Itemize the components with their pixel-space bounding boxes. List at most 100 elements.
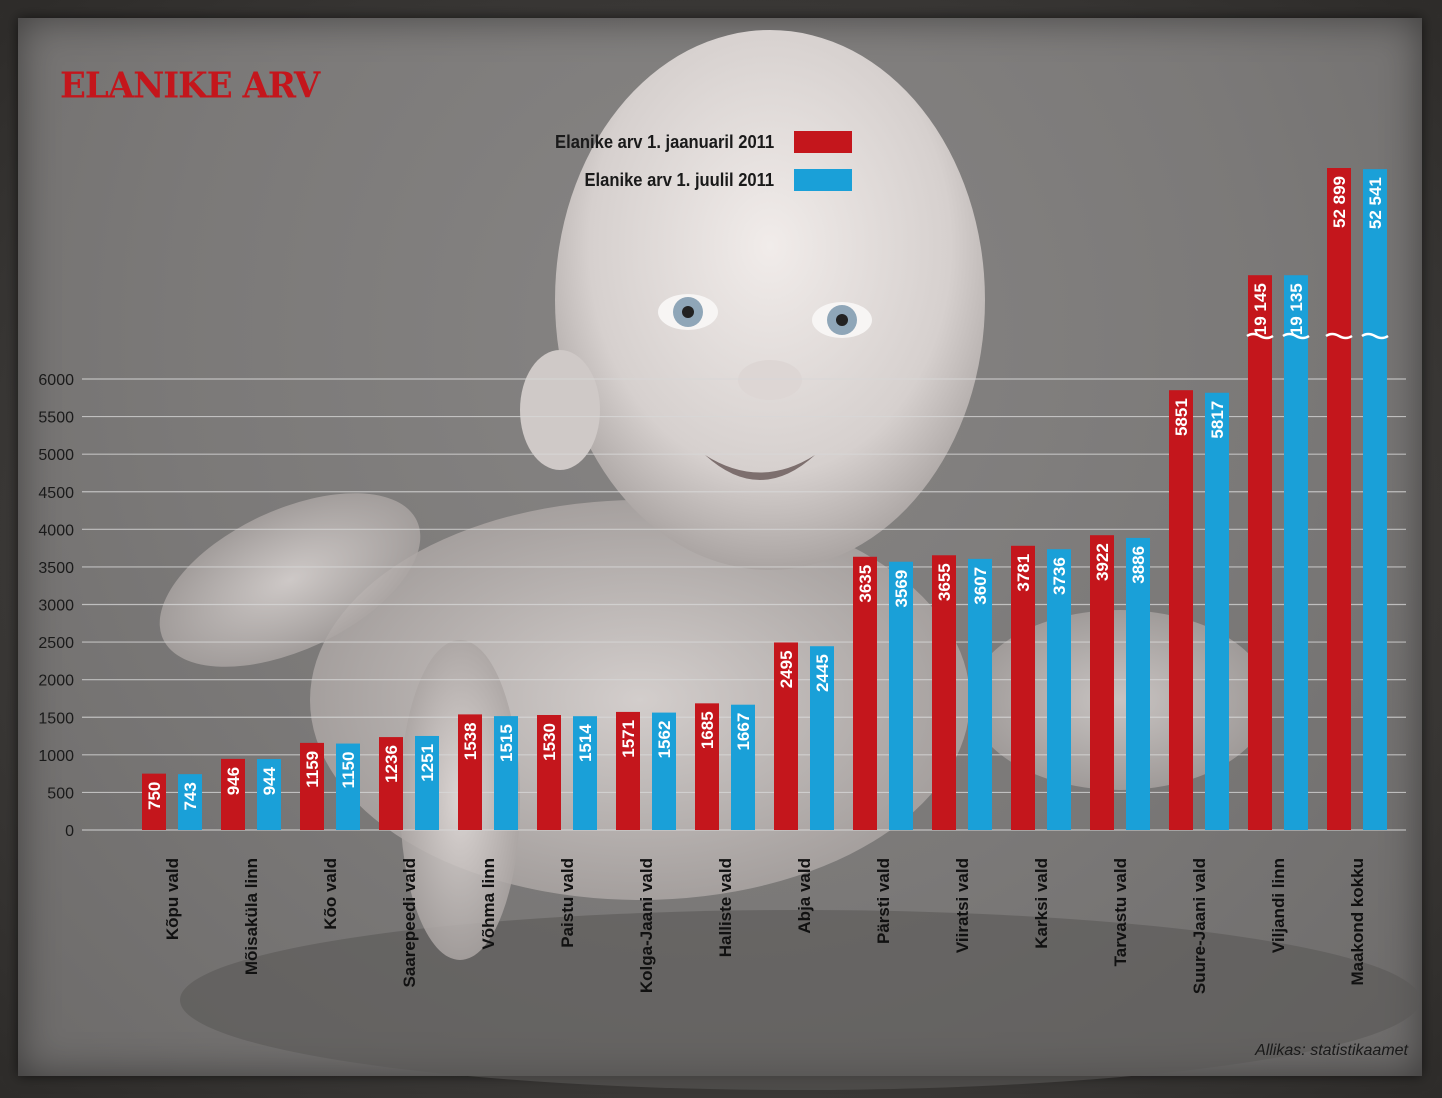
legend-swatch-series2 bbox=[794, 169, 852, 191]
bar-series2 bbox=[257, 759, 281, 830]
bar-series1 bbox=[537, 714, 561, 830]
legend-swatch-series1 bbox=[794, 131, 852, 153]
bar-value-label: 1538 bbox=[461, 722, 480, 760]
y-axis-ticks: 0 500 1000 1500 2000 2500 3000 3500 4000 4500 5000… bbox=[38, 372, 74, 840]
bar-value-label: 2445 bbox=[813, 654, 832, 692]
bar-series1 bbox=[300, 742, 324, 830]
source-note: Allikas: statistikaamet bbox=[1255, 1042, 1408, 1059]
bar-series1 bbox=[932, 555, 956, 830]
bar-value-label: 52 899 bbox=[1330, 176, 1349, 228]
bar-series2 bbox=[336, 743, 360, 830]
category-label: Mõisaküla linn bbox=[242, 858, 261, 975]
category-label: Võhma linn bbox=[479, 858, 498, 950]
category-label: Suure-Jaani vald bbox=[1190, 858, 1209, 994]
category-label: Kolga-Jaani vald bbox=[637, 858, 656, 993]
bar-series2 bbox=[178, 774, 202, 830]
bar-series1 bbox=[853, 556, 877, 830]
bar-series2 bbox=[1205, 392, 1229, 830]
y-tick-label: 2500 bbox=[38, 635, 74, 652]
bar-value-label: 1685 bbox=[698, 711, 717, 749]
category-label: Kõpu vald bbox=[163, 858, 182, 940]
bar-series2 bbox=[731, 704, 755, 830]
bar-value-label: 3607 bbox=[971, 567, 990, 605]
bar-value-label: 1150 bbox=[339, 752, 358, 789]
y-tick-label: 5000 bbox=[38, 447, 74, 464]
bar-value-label: 3922 bbox=[1093, 543, 1112, 581]
bar-series2 bbox=[1284, 275, 1308, 830]
bar-value-label: 1562 bbox=[655, 721, 674, 759]
axis-break-mark bbox=[1282, 332, 1310, 340]
bars: 750 743 946 944 1159 1150 1236 1251 1538 1515 1530… bbox=[142, 168, 1389, 830]
y-tick-label: 4000 bbox=[38, 522, 74, 539]
bar-series1 bbox=[1169, 390, 1193, 830]
chart-title: ELANIKE ARV bbox=[60, 65, 320, 107]
x-axis-categories: Kõpu vald Mõisaküla linn Kõo vald Saarepeed… bbox=[163, 858, 1367, 994]
category-label: Abja vald bbox=[795, 858, 814, 934]
bar-value-label: 1251 bbox=[418, 744, 437, 782]
axis-break-mark bbox=[1325, 332, 1353, 340]
bar-series1 bbox=[1090, 535, 1114, 830]
legend-label-series1: Elanike arv 1. jaanuaril 2011 bbox=[554, 131, 774, 152]
y-tick-label: 0 bbox=[65, 823, 74, 840]
bar-series1 bbox=[774, 642, 798, 830]
bar-series1 bbox=[1011, 545, 1035, 830]
bar-value-label: 1515 bbox=[497, 724, 516, 762]
category-label: Paistu vald bbox=[558, 858, 577, 948]
bar-series2 bbox=[889, 561, 913, 830]
bar-value-label: 2495 bbox=[777, 650, 796, 688]
bar-value-label: 5817 bbox=[1208, 401, 1227, 439]
bar-value-label: 750 bbox=[145, 782, 164, 810]
bar-series2 bbox=[415, 735, 439, 830]
bar-value-label: 1159 bbox=[303, 751, 322, 788]
category-label: Tarvastu vald bbox=[1111, 858, 1130, 966]
bar-series2 bbox=[494, 716, 518, 830]
bar-series1 bbox=[221, 758, 245, 830]
bar-series2 bbox=[573, 716, 597, 830]
bar-value-label: 944 bbox=[260, 767, 279, 796]
y-tick-label: 2000 bbox=[38, 673, 74, 690]
legend-label-series2: Elanike arv 1. juulil 2011 bbox=[584, 169, 774, 190]
y-tick-label: 6000 bbox=[38, 372, 74, 389]
bar-series2 bbox=[1363, 169, 1387, 830]
y-tick-label: 500 bbox=[47, 785, 74, 802]
category-label: Pärsti vald bbox=[874, 858, 893, 944]
bar-value-label: 1530 bbox=[540, 723, 559, 761]
category-label: Halliste vald bbox=[716, 858, 735, 957]
bar-series2 bbox=[968, 558, 992, 830]
bar-series1 bbox=[458, 714, 482, 830]
category-label: Saarepeedi vald bbox=[400, 858, 419, 987]
bar-value-label: 3781 bbox=[1014, 554, 1033, 592]
y-tick-label: 3500 bbox=[38, 560, 74, 577]
y-tick-label: 1500 bbox=[38, 710, 74, 727]
bar-value-label: 1571 bbox=[619, 720, 638, 758]
category-label: Viiratsi vald bbox=[953, 858, 972, 953]
bar-series1 bbox=[695, 703, 719, 830]
bar-series2 bbox=[810, 646, 834, 830]
y-tick-label: 3000 bbox=[38, 598, 74, 615]
bar-value-label: 1667 bbox=[734, 713, 753, 751]
bar-series1 bbox=[142, 773, 166, 830]
category-label: Kõo vald bbox=[321, 858, 340, 930]
bar-value-label: 5851 bbox=[1172, 398, 1191, 436]
bar-series1 bbox=[1327, 168, 1351, 830]
bar-series2 bbox=[1047, 549, 1071, 830]
bar-series1 bbox=[379, 737, 403, 830]
bar-value-label: 946 bbox=[224, 767, 243, 795]
bar-value-label: 3736 bbox=[1050, 557, 1069, 595]
category-label: Karksi vald bbox=[1032, 858, 1051, 949]
bar-value-label: 52 541 bbox=[1366, 177, 1385, 229]
category-label: Maakond kokku bbox=[1348, 858, 1367, 986]
axis-break-mark bbox=[1361, 332, 1389, 340]
bar-series1 bbox=[616, 711, 640, 830]
bar-series2 bbox=[652, 712, 676, 830]
bar-value-label: 3569 bbox=[892, 570, 911, 608]
bar-value-label: 3886 bbox=[1129, 546, 1148, 584]
bar-value-label: 1236 bbox=[382, 745, 401, 783]
bar-value-label: 3635 bbox=[856, 565, 875, 603]
bar-value-label: 743 bbox=[181, 782, 200, 810]
legend-item-series1: Elanike arv 1. jaanuaril 2011 bbox=[536, 131, 852, 153]
bar-series2 bbox=[1126, 537, 1150, 830]
bar-value-label: 1514 bbox=[576, 724, 595, 762]
bar-value-label: 19 145 bbox=[1251, 283, 1270, 335]
